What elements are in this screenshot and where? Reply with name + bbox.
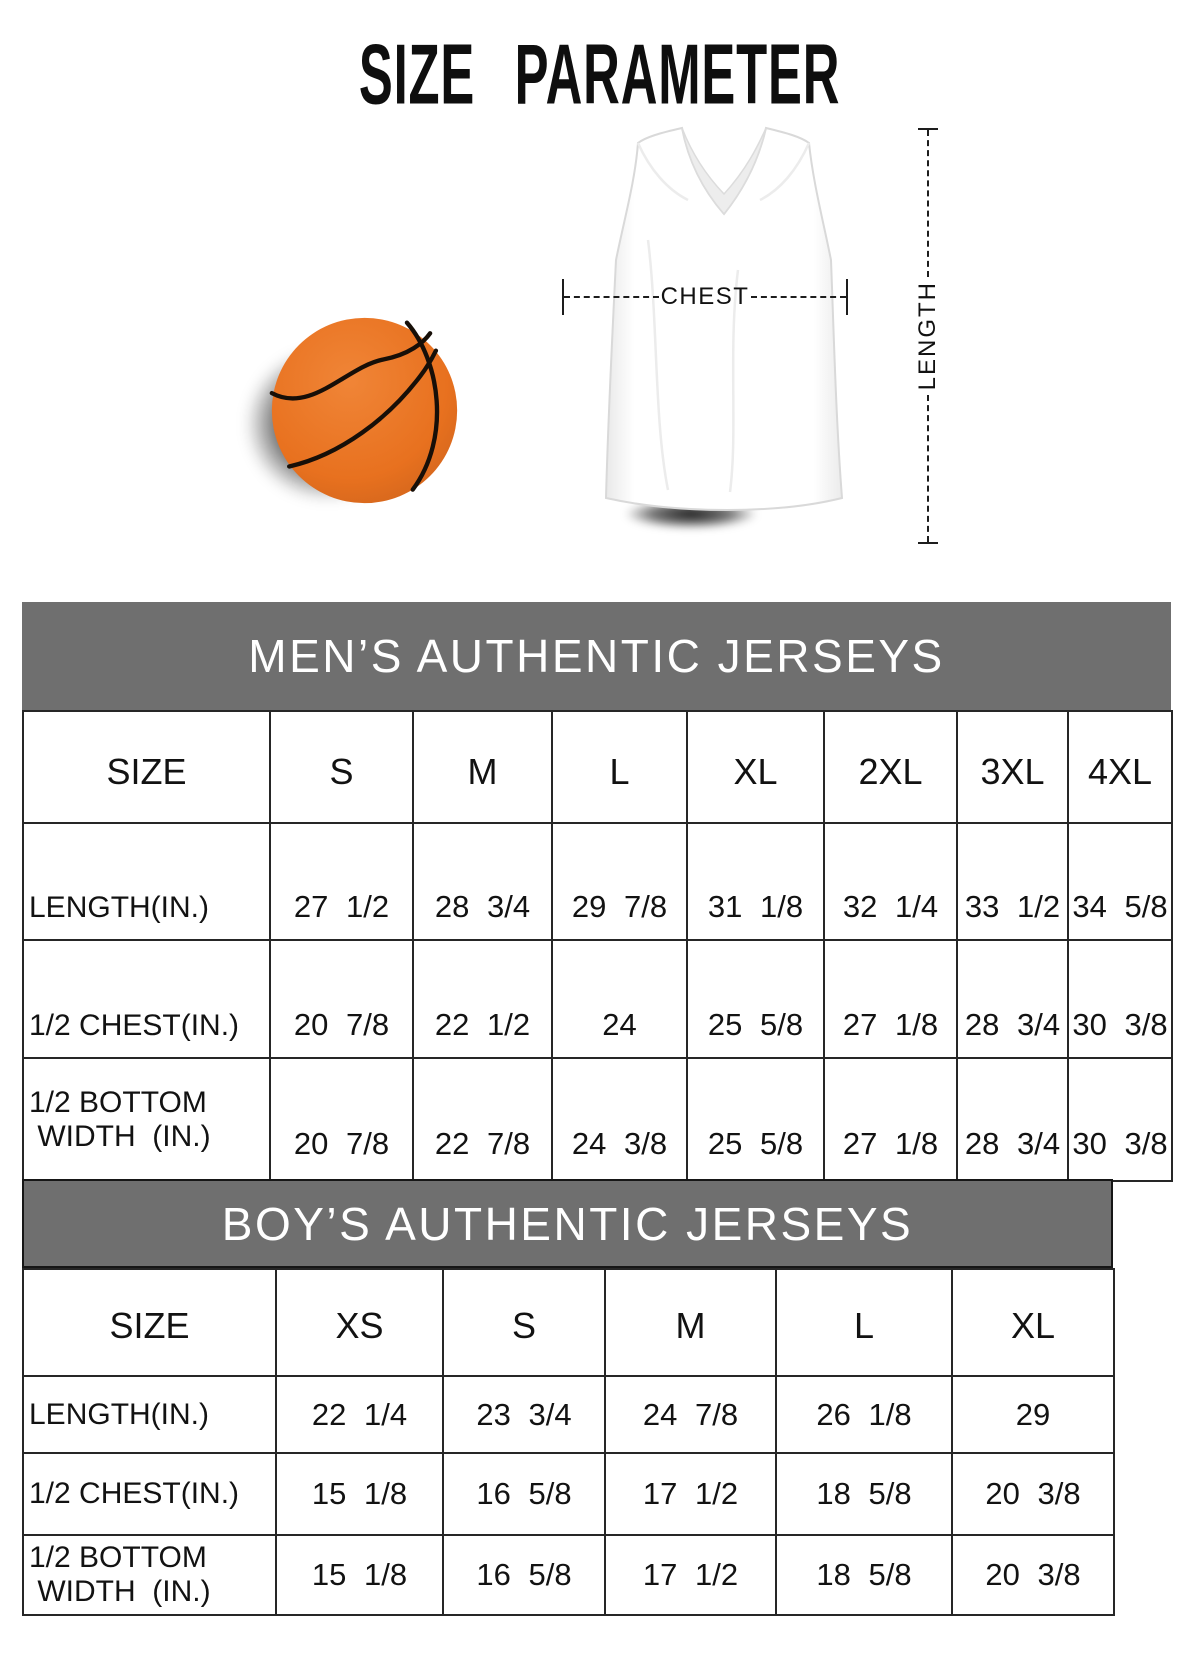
measure-row-label: LENGTH(IN.) — [22, 822, 271, 941]
boys-size-grid: SIZE XS S M L XL LENGTH(IN.) 22 1/4 23 3… — [22, 1268, 1115, 1616]
measure-cell: 17 1/2 — [604, 1534, 777, 1616]
measure-cell: 26 1/8 — [775, 1375, 953, 1454]
measure-cell: 24 — [551, 939, 688, 1059]
size-header-cell: 4XL — [1067, 710, 1173, 824]
mens-jerseys-table: MEN’S AUTHENTIC JERSEYS SIZE S M L XL 2X… — [22, 602, 1173, 1182]
chest-dash-left — [564, 296, 659, 298]
measure-cell: 32 1/4 — [823, 822, 958, 941]
basketball-icon — [269, 317, 458, 504]
mens-bottom-width-row: 1/2 BOTTOM WIDTH (IN.) 20 7/8 22 7/8 24 … — [22, 1057, 1173, 1182]
boys-chest-row: 1/2 CHEST(IN.) 15 1/8 16 5/8 17 1/2 18 5… — [22, 1452, 1115, 1536]
measure-cell: 22 7/8 — [412, 1057, 553, 1182]
size-column-header: SIZE — [22, 710, 271, 824]
boys-length-row: LENGTH(IN.) 22 1/4 23 3/4 24 7/8 26 1/8 … — [22, 1375, 1115, 1454]
size-header-cell: L — [551, 710, 688, 824]
measure-cell: 15 1/8 — [275, 1534, 444, 1616]
measure-cell: 20 7/8 — [269, 939, 414, 1059]
chest-measure-line: CHEST — [562, 277, 848, 317]
length-measure-line: LENGTH — [914, 128, 941, 545]
measure-row-label: 1/2 CHEST(IN.) — [22, 939, 271, 1059]
size-header-cell: L — [775, 1268, 953, 1377]
size-header-cell: M — [604, 1268, 777, 1377]
measure-cell: 27 1/8 — [823, 939, 958, 1059]
measure-cell: 27 1/8 — [823, 1057, 958, 1182]
boys-jerseys-table: BOY’S AUTHENTIC JERSEYS SIZE XS S M L XL… — [22, 1179, 1115, 1616]
mens-header-row: SIZE S M L XL 2XL 3XL 4XL — [22, 710, 1173, 824]
length-top-tick — [918, 128, 938, 130]
size-header-cell: 3XL — [956, 710, 1069, 824]
measure-row-label: 1/2 BOTTOM WIDTH (IN.) — [22, 1057, 271, 1182]
measure-cell: 31 1/8 — [686, 822, 825, 941]
measure-cell: 28 3/4 — [956, 1057, 1069, 1182]
length-label: LENGTH — [914, 281, 941, 391]
measure-cell: 29 — [951, 1375, 1115, 1454]
measure-cell: 30 3/8 — [1067, 1057, 1173, 1182]
measure-cell: 34 5/8 — [1067, 822, 1173, 941]
measure-cell: 24 3/8 — [551, 1057, 688, 1182]
chest-right-tick — [846, 279, 848, 315]
boys-table-title: BOY’S AUTHENTIC JERSEYS — [22, 1179, 1113, 1268]
mens-chest-row: 1/2 CHEST(IN.) 20 7/8 22 1/2 24 25 5/8 2… — [22, 939, 1173, 1059]
size-header-cell: 2XL — [823, 710, 958, 824]
measure-cell: 25 5/8 — [686, 939, 825, 1059]
measure-cell: 18 5/8 — [775, 1534, 953, 1616]
mens-length-row: LENGTH(IN.) 27 1/2 28 3/4 29 7/8 31 1/8 … — [22, 822, 1173, 941]
chest-label: CHEST — [660, 283, 750, 310]
measure-cell: 18 5/8 — [775, 1452, 953, 1536]
measure-cell: 24 7/8 — [604, 1375, 777, 1454]
measure-cell: 25 5/8 — [686, 1057, 825, 1182]
measure-cell: 20 3/8 — [951, 1534, 1115, 1616]
measure-cell: 16 5/8 — [442, 1534, 606, 1616]
measure-cell: 22 1/2 — [412, 939, 553, 1059]
measure-cell: 30 3/8 — [1067, 939, 1173, 1059]
size-header-cell: XS — [275, 1268, 444, 1377]
length-dash-top — [927, 130, 929, 278]
boys-header-row: SIZE XS S M L XL — [22, 1268, 1115, 1377]
size-header-cell: S — [269, 710, 414, 824]
measure-cell: 23 3/4 — [442, 1375, 606, 1454]
measure-cell: 20 7/8 — [269, 1057, 414, 1182]
mens-size-grid: SIZE S M L XL 2XL 3XL 4XL LENGTH(IN.) 27… — [22, 710, 1173, 1182]
size-header-cell: XL — [951, 1268, 1115, 1377]
page-title-text: SIZE PARAMETER — [359, 27, 841, 123]
measure-cell: 28 3/4 — [412, 822, 553, 941]
measure-cell: 28 3/4 — [956, 939, 1069, 1059]
measure-cell: 20 3/8 — [951, 1452, 1115, 1536]
measure-cell: 17 1/2 — [604, 1452, 777, 1536]
measure-cell: 29 7/8 — [551, 822, 688, 941]
measure-cell: 33 1/2 — [956, 822, 1069, 941]
page-title: SIZE PARAMETER — [0, 26, 1200, 122]
measure-cell: 15 1/8 — [275, 1452, 444, 1536]
size-header-cell: XL — [686, 710, 825, 824]
length-bottom-tick — [918, 542, 938, 545]
mens-table-title: MEN’S AUTHENTIC JERSEYS — [22, 602, 1171, 710]
measure-row-label: 1/2 CHEST(IN.) — [22, 1452, 277, 1536]
measure-cell: 22 1/4 — [275, 1375, 444, 1454]
measure-row-label: LENGTH(IN.) — [22, 1375, 277, 1454]
measure-row-label: 1/2 BOTTOM WIDTH (IN.) — [22, 1534, 277, 1616]
size-header-cell: M — [412, 710, 553, 824]
measure-cell: 27 1/2 — [269, 822, 414, 941]
size-header-cell: S — [442, 1268, 606, 1377]
jersey-icon — [604, 126, 844, 511]
length-dash-bottom — [927, 394, 929, 543]
size-column-header: SIZE — [22, 1268, 277, 1377]
measure-cell: 16 5/8 — [442, 1452, 606, 1536]
chest-dash-right — [751, 296, 846, 298]
chest-left-tick — [562, 279, 564, 315]
boys-bottom-width-row: 1/2 BOTTOM WIDTH (IN.) 15 1/8 16 5/8 17 … — [22, 1534, 1115, 1616]
